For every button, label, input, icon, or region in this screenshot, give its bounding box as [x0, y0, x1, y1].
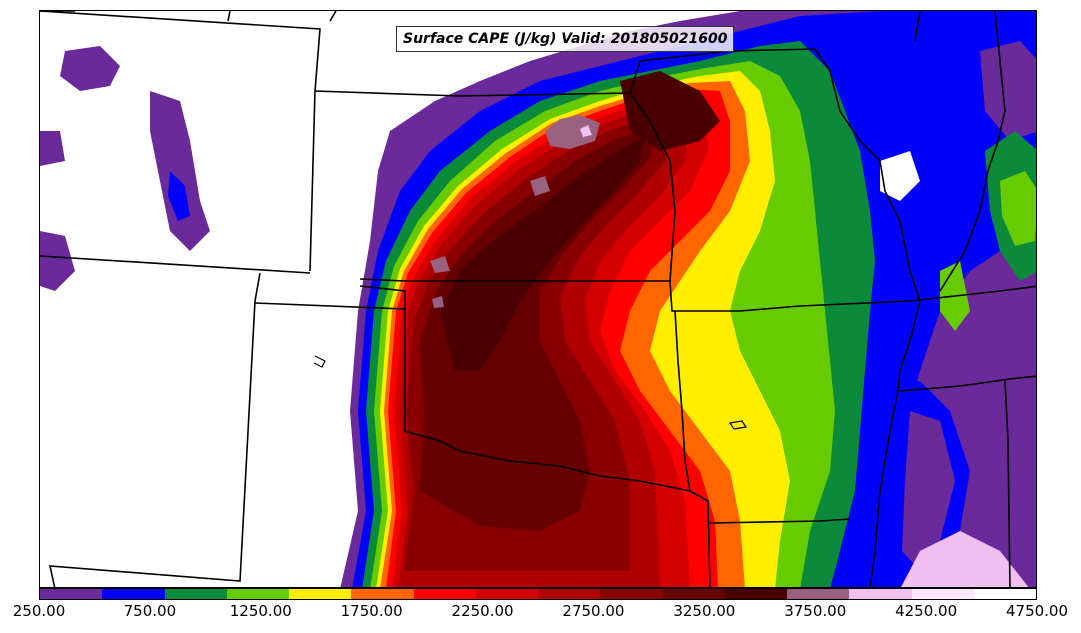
colorbar-segment: [538, 589, 601, 599]
cape-contour-map: [40, 11, 1036, 587]
colorbar-tick-label: 2250.00: [451, 602, 514, 620]
colorbar-segment: [911, 589, 974, 599]
lake-outlines: [313, 355, 748, 430]
colorbar-tick-label: 2750.00: [562, 602, 625, 620]
map-panel: Surface CAPE (J/kg) Valid: 201805021600: [39, 10, 1037, 588]
state-borders: [40, 11, 1036, 587]
colorbar-tick-label: 3750.00: [784, 602, 847, 620]
colorbar-tick-label: 750.00: [123, 602, 177, 620]
colorbar-segment: [102, 589, 165, 599]
colorbar-segment: [413, 589, 476, 599]
colorbar-tick-label: 4250.00: [895, 602, 958, 620]
map-title: Surface CAPE (J/kg) Valid: 201805021600: [396, 26, 735, 52]
colorbar-tick-label: 3250.00: [673, 602, 736, 620]
colorbar-tick-label: 4750.00: [1005, 602, 1069, 620]
colorbar-tick-label: 250.00: [12, 602, 66, 620]
cape-field: [40, 11, 1036, 587]
colorbar-segment: [600, 589, 663, 599]
colorbar: [39, 588, 1037, 600]
colorbar-segment: [973, 589, 1036, 599]
colorbar-segment: [351, 589, 414, 599]
colorbar-segment: [662, 589, 725, 599]
colorbar-tick-label: 1750.00: [340, 602, 403, 620]
colorbar-labels: 250.00 750.00 1250.00 1750.00 2250.00 2750.00…: [0, 600, 1081, 630]
colorbar-segment: [787, 589, 850, 599]
colorbar-segment: [226, 589, 289, 599]
colorbar-segment: [724, 589, 787, 599]
colorbar-segment: [849, 589, 912, 599]
colorbar-segment: [40, 589, 103, 599]
colorbar-segment: [289, 589, 352, 599]
colorbar-tick-label: 1250.00: [229, 602, 292, 620]
colorbar-segment: [164, 589, 227, 599]
colorbar-segment: [475, 589, 538, 599]
